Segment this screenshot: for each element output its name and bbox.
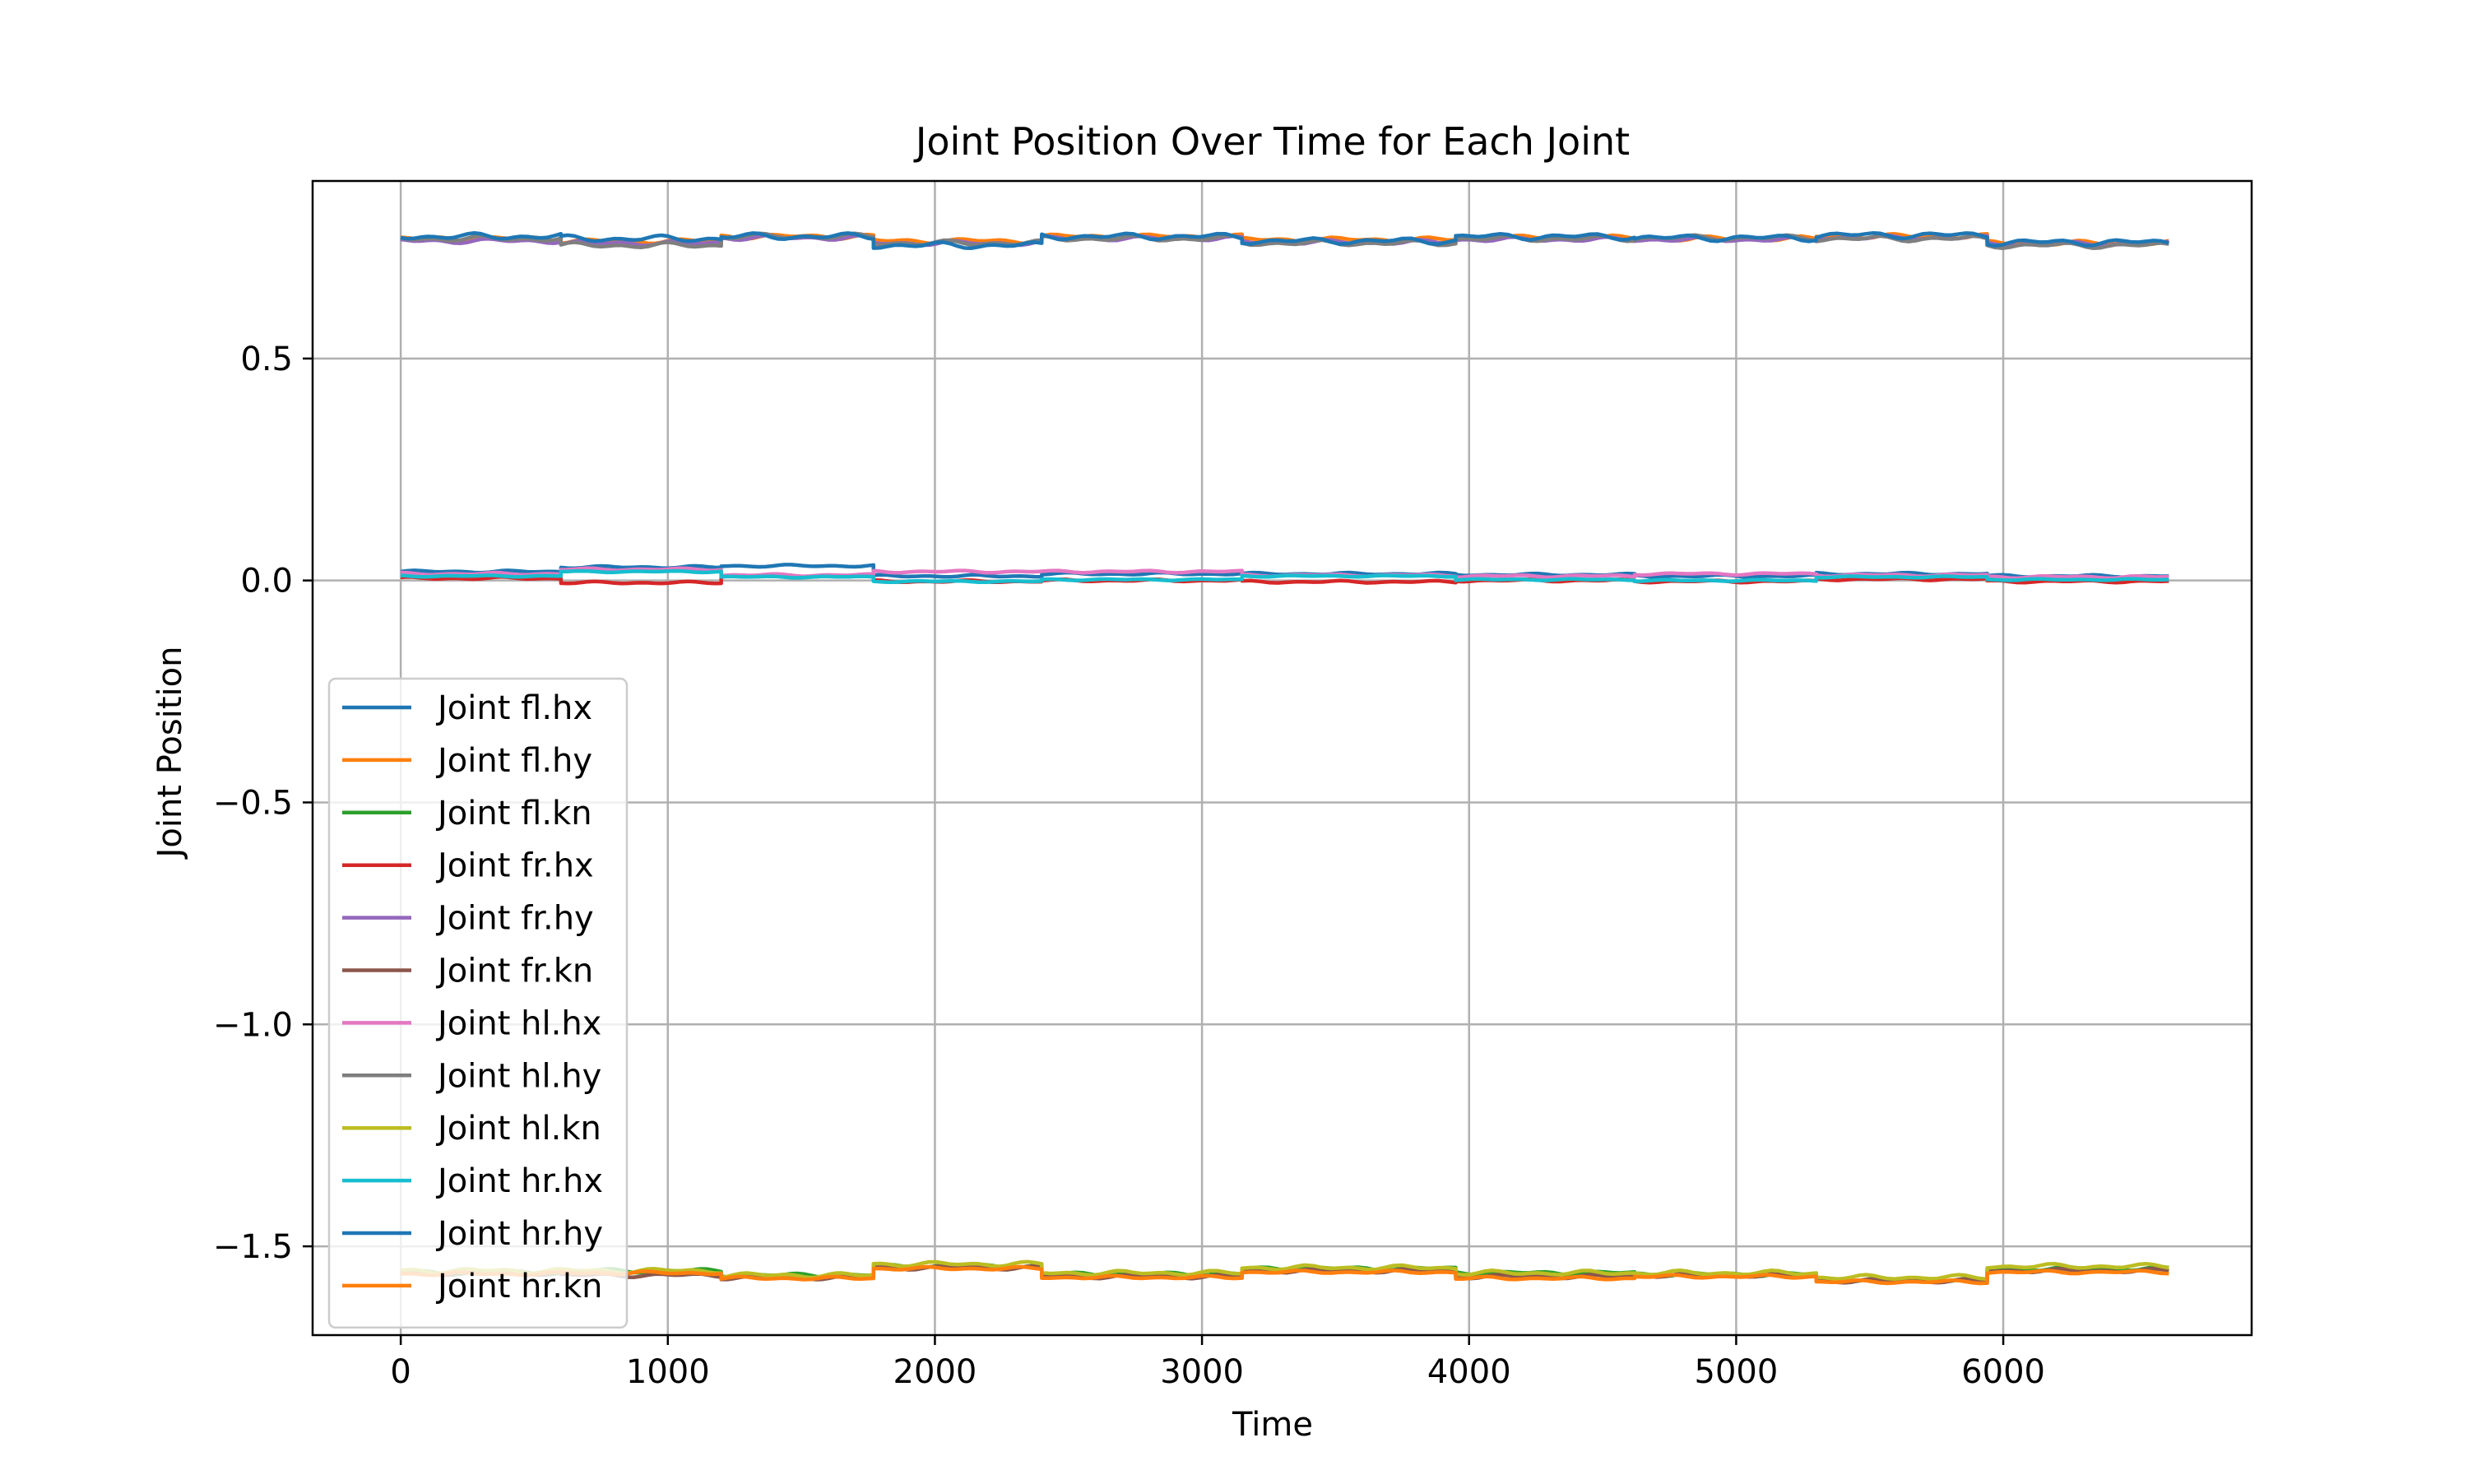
legend-label: Joint hl.hy <box>435 1057 601 1095</box>
legend-label: Joint hl.kn <box>435 1110 601 1148</box>
axes: 0 1000 2000 3000 4000 5000 6000 0.5 0.0 −0.5 −1.0 −… <box>213 179 2253 1391</box>
chart-title: Joint Position Over Time for Each Joint <box>913 119 1630 164</box>
legend-label: Joint fl.hx <box>435 689 592 727</box>
legend-label: Joint hr.kn <box>435 1268 603 1305</box>
x-tick-label: 0 <box>390 1353 411 1391</box>
x-tick-label: 1000 <box>626 1353 710 1391</box>
y-tick-label: −1.5 <box>213 1228 293 1266</box>
legend-label: Joint fr.kn <box>435 953 593 990</box>
x-tick-label: 3000 <box>1160 1353 1244 1391</box>
y-tick-label: 0.0 <box>240 563 293 601</box>
plot-frame <box>311 179 2253 1337</box>
x-tick-label: 5000 <box>1695 1353 1779 1391</box>
legend-label: Joint hr.hy <box>435 1215 603 1253</box>
series-lines <box>400 230 2169 1286</box>
x-axis-label: Time <box>1232 1406 1313 1444</box>
x-tick-label: 2000 <box>893 1353 977 1391</box>
legend-box <box>327 677 629 1329</box>
legend-label: Joint hl.hx <box>435 1004 601 1042</box>
series-line-joint-hr-hy <box>400 230 2169 250</box>
x-tick-label: 6000 <box>1961 1353 2045 1391</box>
y-axis-label: Joint Position <box>151 647 189 860</box>
series-line-joint-hr-kn <box>401 1264 2169 1286</box>
y-tick-label: −0.5 <box>213 784 293 822</box>
y-tick-label: 0.5 <box>240 341 293 378</box>
legend-label: Joint fr.hx <box>435 847 594 885</box>
legend-label: Joint fl.kn <box>435 795 592 832</box>
legend-label: Joint fl.hy <box>435 742 592 780</box>
grid-lines <box>313 181 2252 1335</box>
series-line-joint-hr-hx <box>400 568 2169 585</box>
legend-label: Joint hr.hx <box>435 1162 603 1200</box>
legend-label: Joint fr.hy <box>435 900 594 938</box>
legend: Joint fl.hx Joint fl.hy Joint fl.kn Joint f… <box>327 677 629 1329</box>
y-tick-label: −1.0 <box>213 1006 293 1044</box>
x-tick-label: 4000 <box>1427 1353 1511 1391</box>
